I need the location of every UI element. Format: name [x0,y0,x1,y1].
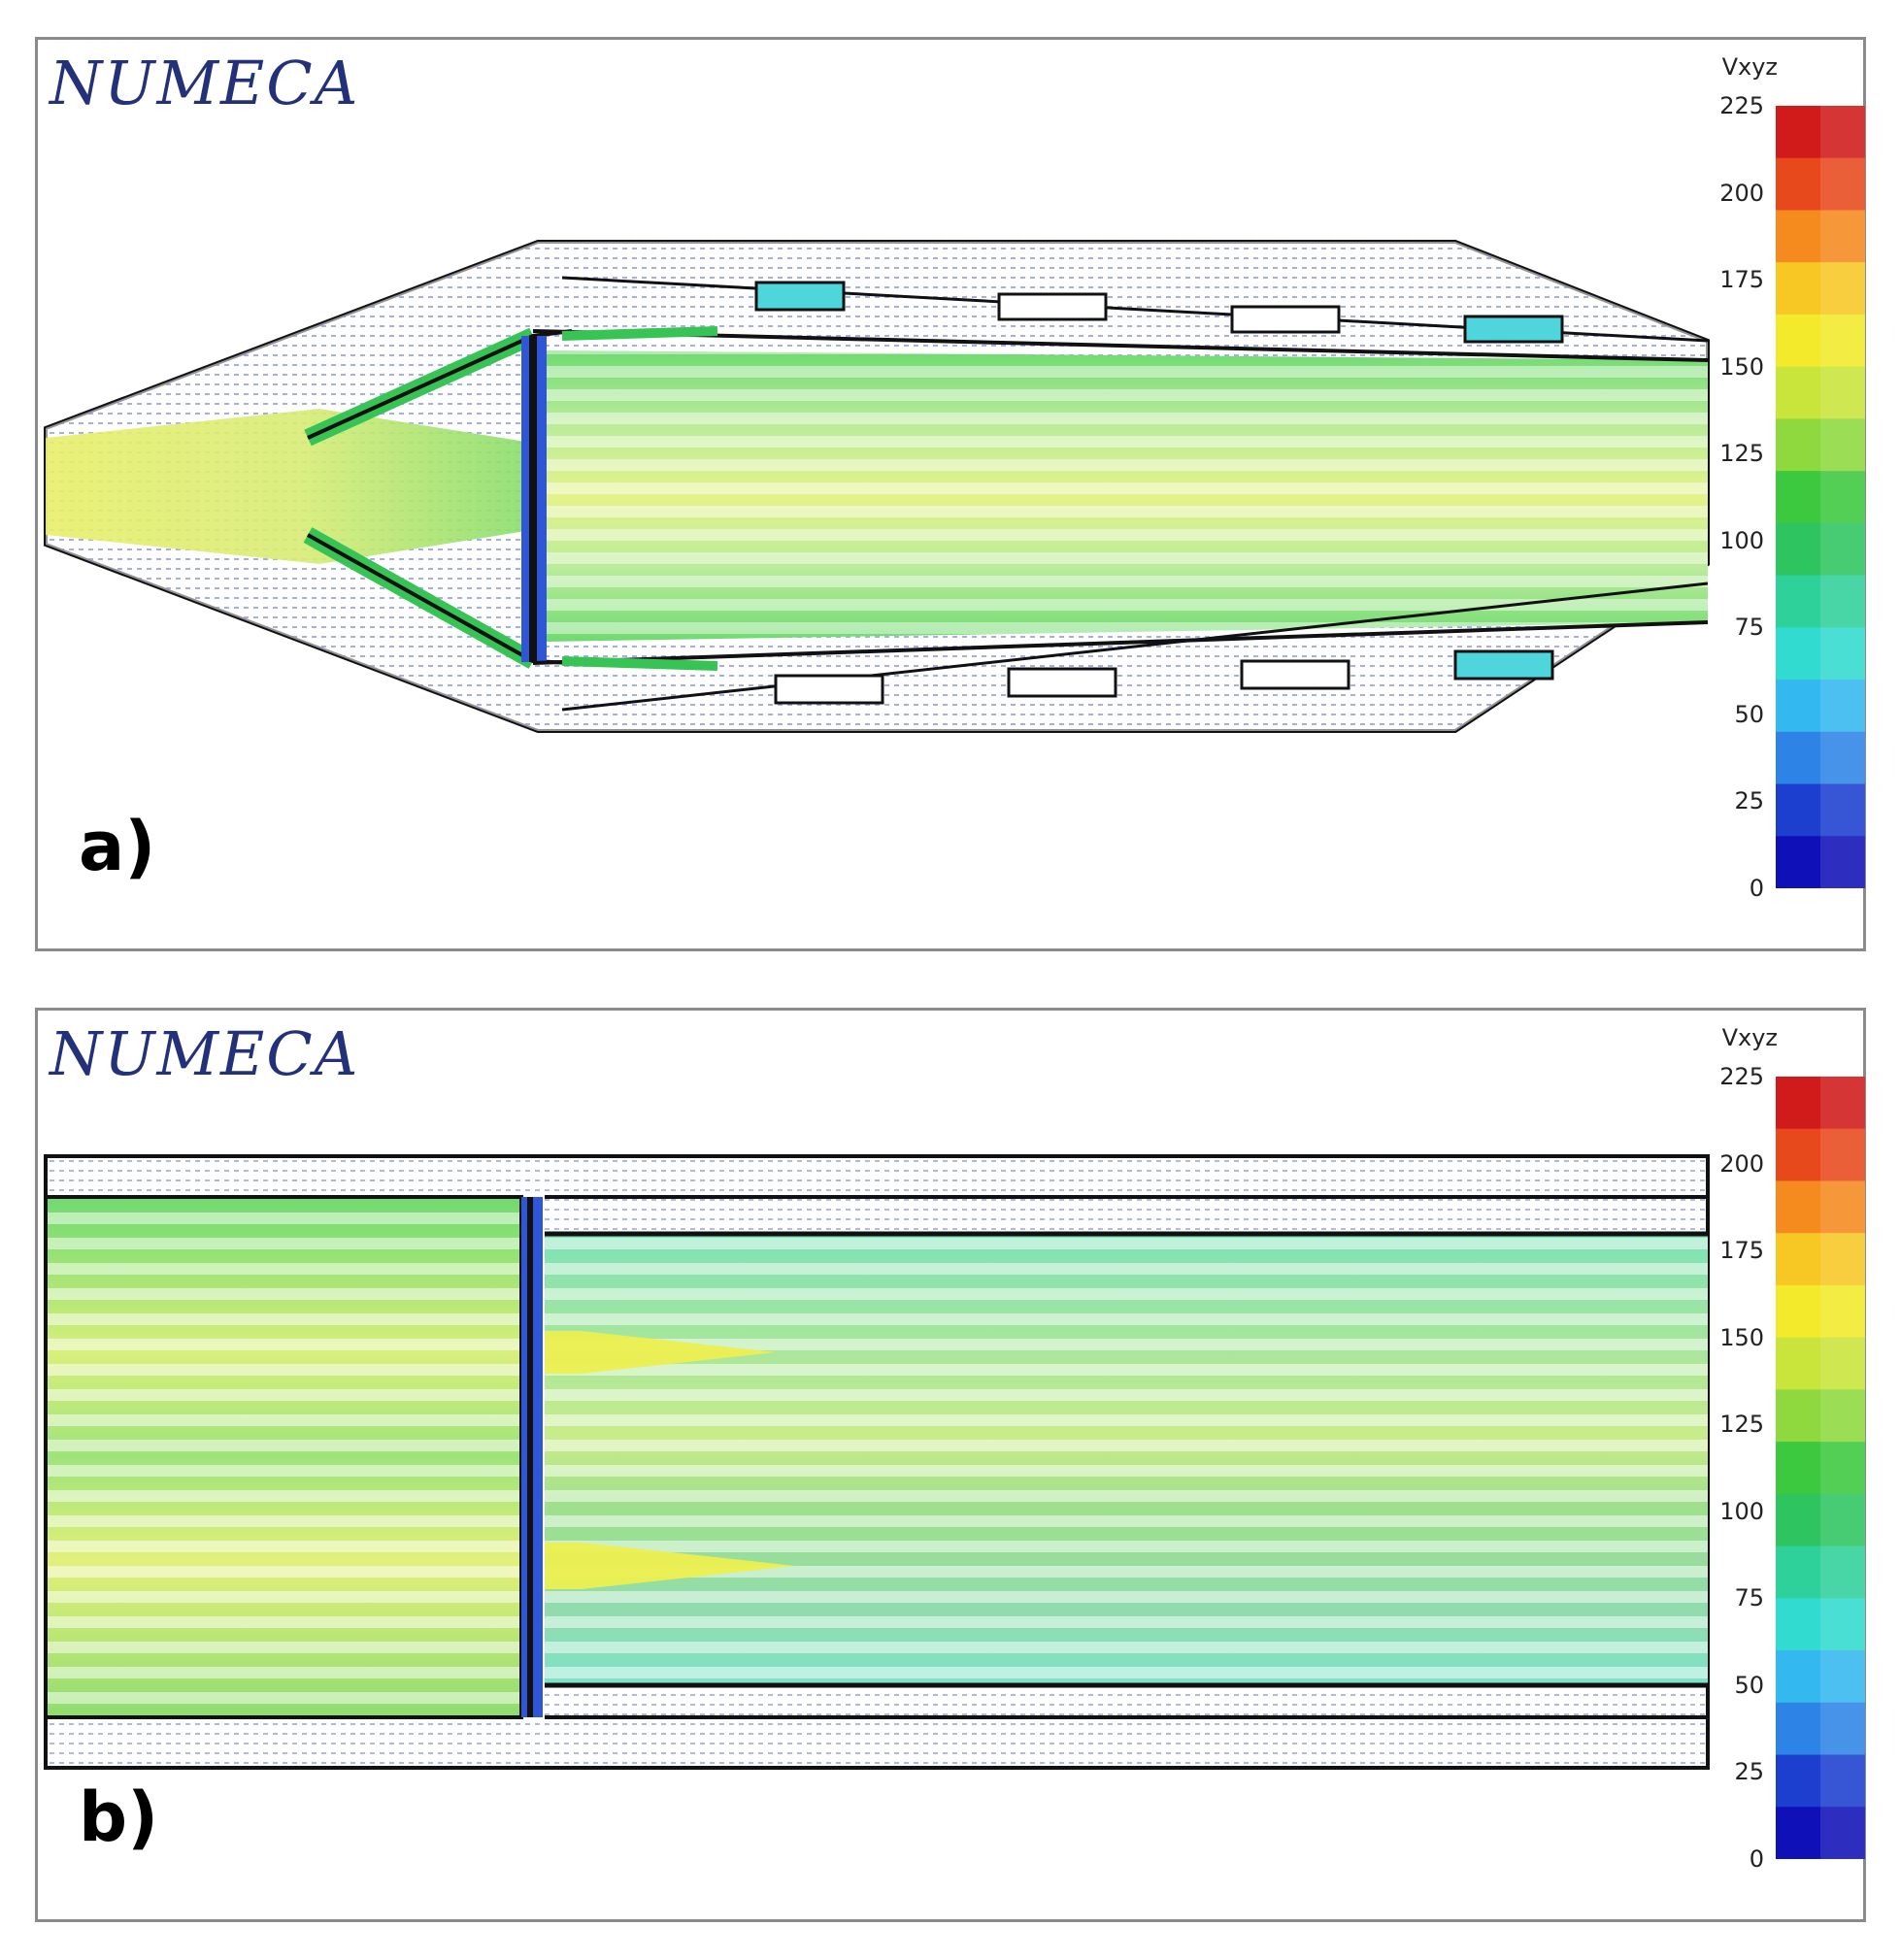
colorbar-segment [1776,1598,1865,1651]
colorbar-title: Vxyz [1721,53,1778,81]
colorbar-tick-label: 100 [1719,1497,1764,1525]
colorbar-segment [1776,1180,1865,1234]
colorbar-tick-label: 75 [1734,1584,1764,1612]
colorbar-tick-label: 225 [1719,1063,1764,1090]
panel-label: b) [79,1777,159,1857]
colorbar-tick-label: 100 [1719,526,1764,554]
colorbar-segment [1776,1389,1865,1443]
colorbar-segment [1776,1233,1865,1286]
panel-label: a) [79,807,156,886]
panel-a: NUMECA [35,37,1866,951]
colorbar-title: Vxyz [1721,1024,1778,1051]
colorbar [1776,106,1865,888]
colorbar-sheen [1820,1077,1865,1859]
colorbar-segment [1776,210,1865,263]
colorbar-tick-label: 225 [1719,92,1764,119]
colorbar [1776,1077,1865,1859]
colorbar-segment [1776,366,1865,419]
velocity-field-b [44,1154,1710,1770]
colorbar-tick-label: 150 [1719,1323,1764,1351]
colorbar-segment [1776,783,1865,837]
colorbar-tick-label: 175 [1719,266,1764,294]
colorbar-tick-label: 0 [1749,875,1764,902]
colorbar-tick-label: 200 [1719,179,1764,207]
colorbar-tick-label: 50 [1734,1671,1764,1699]
colorbar-segment [1776,1545,1865,1599]
colorbar-tick-label: 150 [1719,352,1764,381]
colorbar-segment [1776,314,1865,368]
brand-logo-text: NUMECA [50,48,360,118]
colorbar-segment [1776,627,1865,681]
colorbar-tick-label: 50 [1734,700,1764,728]
colorbar-segment [1776,1650,1865,1704]
colorbar-segment [1776,1337,1865,1390]
colorbar-sheen [1820,106,1865,888]
colorbar-segment [1776,522,1865,577]
colorbar-segment [1776,157,1865,211]
colorbar-segment [1776,1754,1865,1808]
colorbar-tick-label: 200 [1719,1149,1764,1178]
colorbar-segment [1776,262,1865,316]
colorbar-segment [1776,418,1865,472]
colorbar-tick-label: 0 [1749,1845,1764,1873]
colorbar-segment [1776,1077,1865,1130]
colorbar-tick-label: 125 [1719,1411,1764,1439]
colorbar-segment [1776,471,1865,524]
colorbar-segment [1776,106,1865,159]
colorbar-tick-label: 25 [1734,787,1764,815]
colorbar-segment [1776,575,1865,628]
colorbar-segment [1776,1807,1865,1859]
colorbar-tick-label: 175 [1719,1237,1764,1265]
colorbar-segment [1776,1284,1865,1339]
colorbar-segment [1776,731,1865,785]
colorbar-tick-label: 25 [1734,1758,1764,1786]
colorbar-segment [1776,1493,1865,1547]
colorbar-segment [1776,680,1865,733]
brand-logo-text: NUMECA [50,1018,360,1089]
colorbar-segment [1776,1702,1865,1756]
panel-b: NUMECA [35,1008,1866,1922]
colorbar-segment [1776,1442,1865,1495]
colorbar-segment [1776,836,1865,888]
colorbar-tick-label: 125 [1719,440,1764,468]
velocity-field-a [44,240,1710,733]
colorbar-tick-label: 75 [1734,614,1764,642]
colorbar-segment [1776,1128,1865,1181]
